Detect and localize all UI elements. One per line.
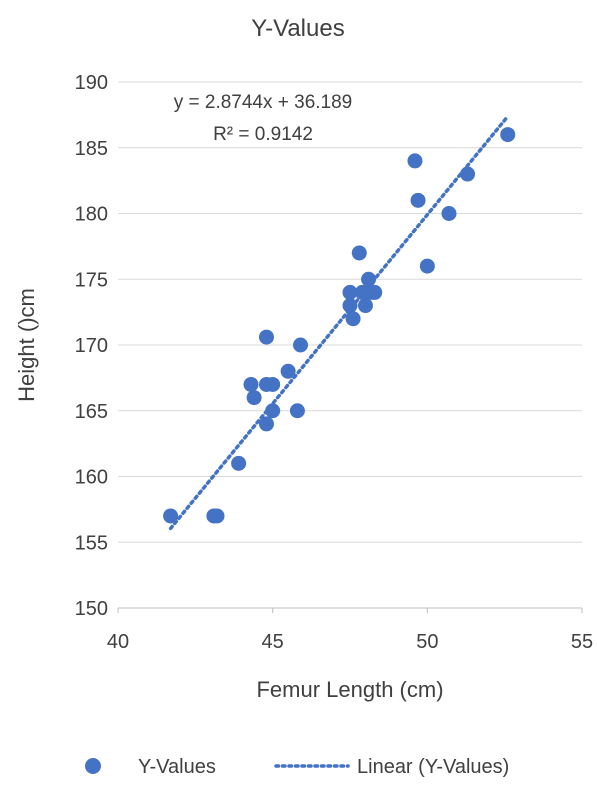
data-point	[500, 127, 516, 143]
x-tick-label: 40	[107, 631, 129, 653]
x-axis-label: Femur Length (cm)	[256, 677, 443, 702]
data-points	[163, 127, 516, 524]
chart-title: Y-Values	[251, 15, 344, 42]
y-tick-label: 170	[75, 335, 108, 357]
data-point	[258, 329, 274, 345]
x-tick-label: 50	[416, 631, 438, 653]
linear-trendline	[168, 114, 510, 531]
y-tick-label: 155	[75, 532, 108, 554]
y-tick-label: 185	[75, 138, 108, 160]
data-point	[246, 390, 262, 406]
y-tick-label: 180	[75, 204, 108, 226]
data-point	[342, 284, 358, 300]
legend-label-linear-trend: Linear (Y-Values)	[357, 756, 509, 778]
data-point	[345, 311, 361, 327]
data-point	[231, 455, 247, 471]
trendline-layer	[168, 114, 510, 531]
data-point	[460, 166, 476, 182]
y-tick-label: 160	[75, 467, 108, 489]
x-tick-label: 45	[262, 631, 284, 653]
data-point	[280, 363, 296, 379]
data-point	[441, 206, 457, 221]
data-point	[243, 376, 259, 392]
data-point	[258, 416, 274, 432]
trendline-equation: y = 2.8744x + 36.189	[174, 92, 353, 113]
data-point	[367, 284, 383, 300]
data-point	[357, 298, 373, 314]
legend-label-y-values: Y-Values	[138, 756, 216, 778]
data-point	[265, 403, 281, 419]
data-point	[419, 258, 435, 274]
data-point	[209, 508, 225, 524]
y-tick-label: 150	[75, 598, 108, 620]
r-squared-label: R² = 0.9142	[213, 124, 313, 145]
data-point	[293, 337, 309, 353]
data-point	[342, 298, 358, 314]
y-tick-label: 190	[75, 72, 108, 94]
y-tick-label: 175	[75, 269, 108, 291]
x-tick-label: 55	[571, 631, 593, 653]
data-point	[289, 403, 305, 419]
data-point	[163, 508, 179, 524]
data-point	[265, 376, 281, 392]
legend-marker-y-values	[85, 758, 101, 774]
data-point	[410, 192, 426, 208]
data-point	[407, 153, 423, 169]
data-point	[351, 245, 367, 261]
data-point	[361, 271, 377, 287]
y-axis-label: Height ()cm	[14, 288, 39, 402]
axes: 150 155 160 165 170 175 180 185 190 40 45 50 55	[75, 72, 594, 653]
legend: Y-Values Linear (Y-Values)	[85, 756, 509, 778]
y-tick-label: 165	[75, 401, 108, 423]
gridlines	[118, 81, 582, 609]
